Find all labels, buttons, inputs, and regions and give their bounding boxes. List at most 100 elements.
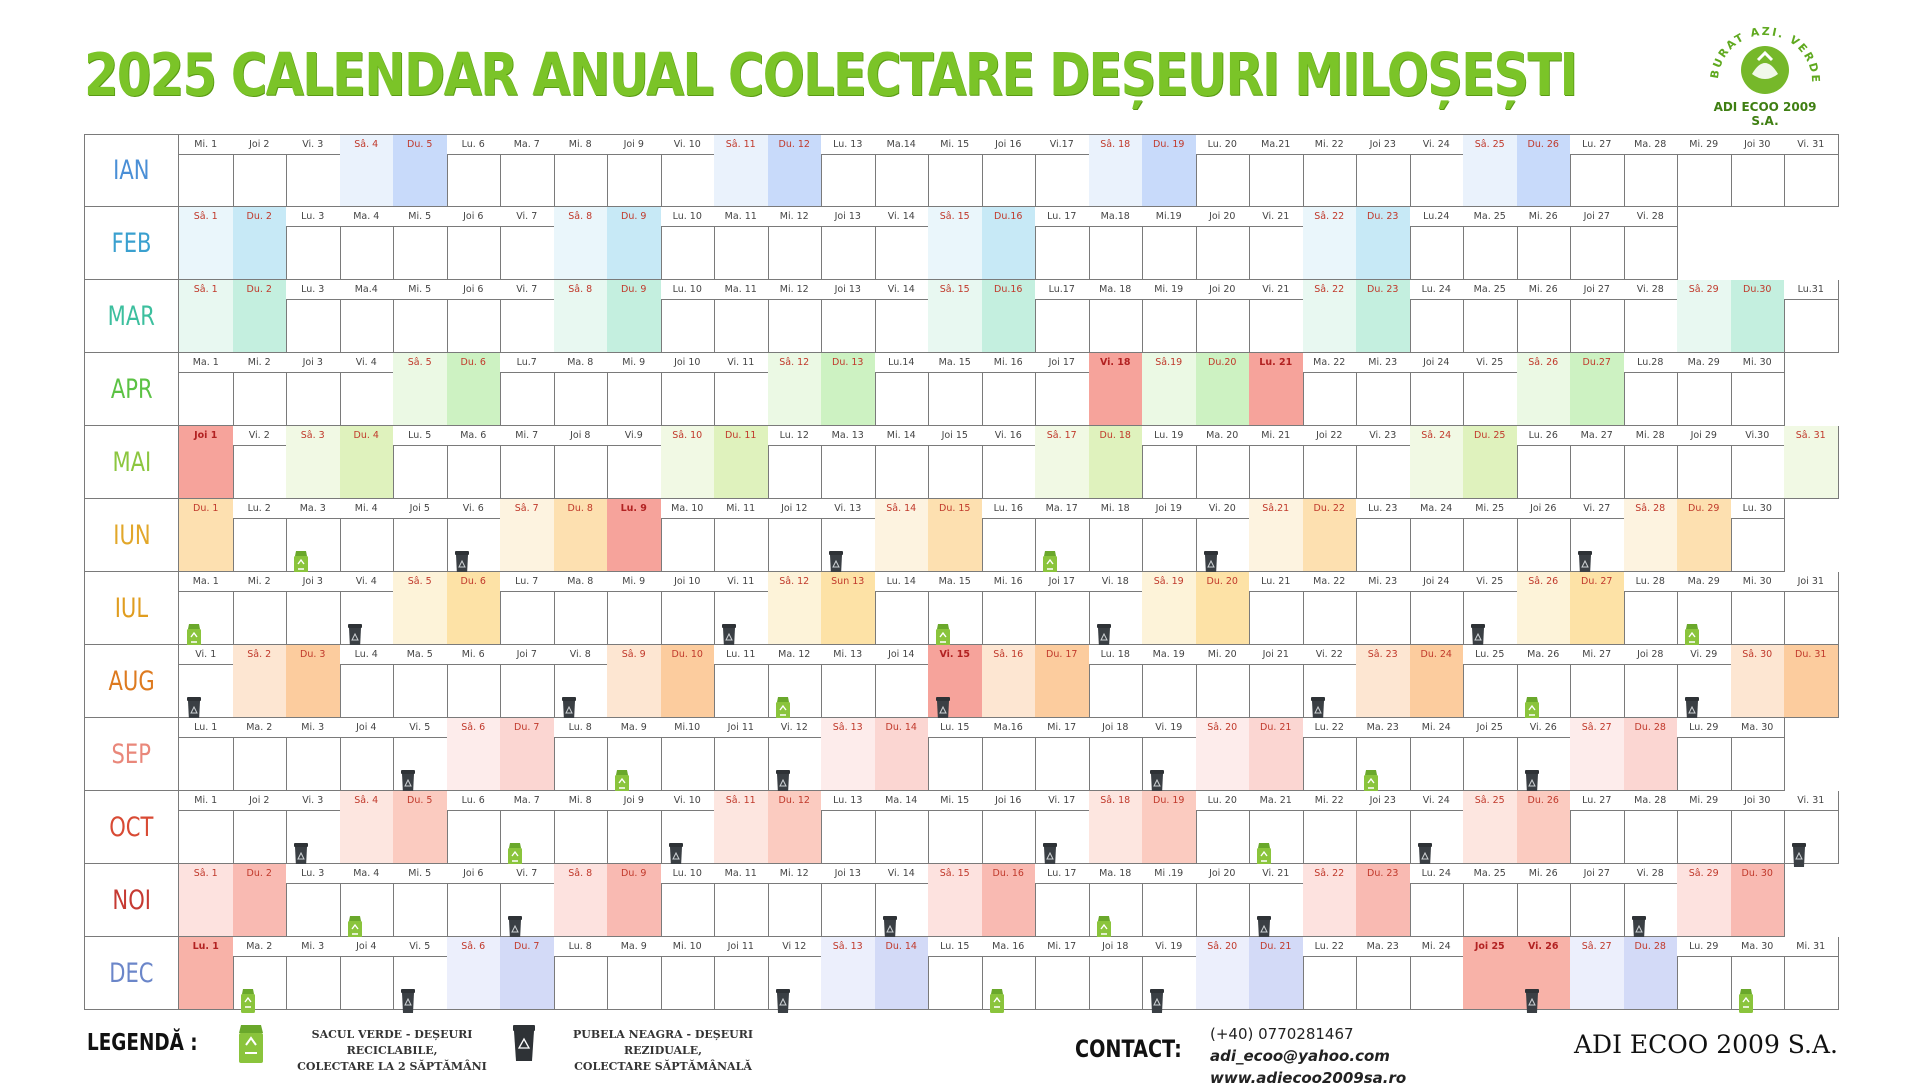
day-body: [1249, 226, 1303, 279]
day-body: [500, 518, 554, 571]
waste-bin-icon: [347, 623, 363, 653]
day-body: [1463, 591, 1517, 648]
day-body: [981, 883, 1035, 936]
day-label: Lu.7: [500, 353, 554, 373]
day-body: [286, 518, 340, 575]
day-body: [1410, 518, 1464, 571]
day-body: [1035, 226, 1089, 279]
day-label: Mi. 27: [1570, 645, 1624, 665]
waste-bin-icon: [935, 696, 951, 726]
month-label: MAR: [84, 280, 179, 353]
day-body: [447, 445, 501, 498]
day-label: Sâ. 4: [339, 791, 393, 811]
day-cell: Joi 4: [339, 718, 394, 791]
day-body: [607, 299, 661, 352]
day-label: Vi. 19: [1142, 718, 1196, 738]
day-body: [714, 226, 768, 279]
day-body: [660, 664, 714, 717]
day-body: [1463, 518, 1517, 571]
waste-bin-icon: [507, 915, 523, 945]
day-cell: Mi. 26: [1516, 280, 1571, 353]
day-body: [1142, 226, 1196, 279]
day-body: [339, 154, 393, 206]
day-cell: Ma. 26: [1516, 645, 1571, 721]
day-cell: Ma. 25: [1463, 280, 1518, 353]
day-cell: Du. 26: [1516, 791, 1571, 864]
day-label: Du. 28: [1623, 937, 1677, 957]
day-label: Lu. 18: [1088, 645, 1142, 665]
day-body: [340, 883, 394, 940]
day-cell: Ma. 19: [1142, 645, 1197, 718]
day-label: Lu. 23: [1356, 499, 1410, 519]
day-body: [928, 737, 982, 790]
day-cell: Mi. 12: [767, 864, 822, 937]
day-body: [1731, 810, 1785, 863]
day-label: Joi 6: [446, 207, 500, 227]
day-body: [500, 883, 554, 940]
day-cell: Vi. 21: [1249, 864, 1304, 940]
day-body: [1677, 372, 1731, 425]
month-label: NOI: [84, 864, 179, 937]
waste-bin-icon: [1524, 769, 1540, 799]
recycling-bag-icon: [935, 623, 951, 653]
day-cell: Ma. 29: [1677, 353, 1732, 426]
day-cell: Lu. 24: [1409, 864, 1464, 937]
day-label: Mi. 24: [1409, 937, 1463, 957]
day-body: [607, 154, 661, 206]
day-body: [1731, 737, 1785, 790]
day-body: [553, 226, 607, 279]
day-cell: Du. 3: [286, 645, 341, 718]
day-cell: Lu. 3: [286, 864, 341, 937]
day-label: Sâ. 25: [1463, 791, 1517, 811]
contact-block: (+40) 0770281467 adi_ecoo@yahoo.com www.…: [1210, 1023, 1406, 1089]
day-cell: Joi 29: [1677, 426, 1732, 499]
contact-email[interactable]: adi_ecoo@yahoo.com: [1210, 1047, 1390, 1065]
day-label: Ma. 11: [714, 207, 768, 227]
day-label: Joi 20: [1195, 280, 1249, 300]
day-label: Mi. 4: [339, 499, 393, 519]
day-cell: Du. 7: [500, 718, 555, 791]
day-cell: Lu. 20: [1195, 134, 1250, 207]
day-cell: Ma. 27: [1570, 426, 1625, 499]
day-label: Joi 3: [286, 353, 340, 373]
day-body: [1196, 518, 1250, 575]
day-cell: Sâ. 5: [393, 572, 448, 645]
day-cell: Du. 29: [1677, 499, 1732, 572]
day-body: [928, 226, 982, 279]
day-label: Du. 12: [767, 791, 821, 811]
day-label: Mi. 11: [714, 499, 768, 519]
day-body: [1410, 810, 1464, 867]
day-cell: Mi. 4: [339, 499, 394, 572]
day-label: Vi. 10: [660, 791, 714, 811]
day-cell: Vi.30: [1730, 426, 1785, 499]
day-label: Mi. 5: [393, 207, 447, 227]
day-body: [1570, 299, 1624, 352]
month-row: NOI Sâ. 1 Du. 2 Lu. 3 Ma. 4 Mi. 5 Joi 6 Vi. 7 Sâ…: [84, 864, 1840, 940]
day-body: [875, 154, 929, 206]
contact-website[interactable]: www.adiecoo2009sa.ro: [1210, 1069, 1407, 1087]
day-label: Sâ. 6: [446, 937, 500, 957]
day-label: Sâ. 3: [286, 426, 340, 446]
legend-black-text: PUBELA NEAGRA - DEȘEURI REZIDUALE, COLEC…: [548, 1027, 778, 1075]
day-label: Joi 18: [1088, 937, 1142, 957]
day-cell: Vi. 26: [1516, 937, 1571, 1013]
day-body: [447, 664, 501, 717]
day-body: [179, 154, 233, 206]
day-body: [1303, 737, 1357, 790]
day-label: Joi 25: [1463, 718, 1517, 738]
day-body: [286, 154, 340, 206]
day-body: [607, 591, 661, 644]
day-label: Mi. 26: [1516, 207, 1570, 227]
waste-bin-icon: [1631, 915, 1647, 945]
day-body: [982, 518, 1036, 571]
day-body: [1677, 154, 1731, 206]
day-cell: Mi. 26: [1516, 207, 1571, 280]
day-cell: Mi. 13: [821, 645, 876, 718]
day-body: [1356, 372, 1410, 425]
day-cell: Joi 10: [660, 572, 715, 645]
day-body: [607, 445, 661, 498]
logo-name: ADI ECOO 2009 S.A.: [1713, 100, 1817, 128]
day-body: [714, 883, 768, 936]
day-cell: Du. 21: [1249, 718, 1304, 791]
waste-bin-icon: [1524, 988, 1540, 1018]
